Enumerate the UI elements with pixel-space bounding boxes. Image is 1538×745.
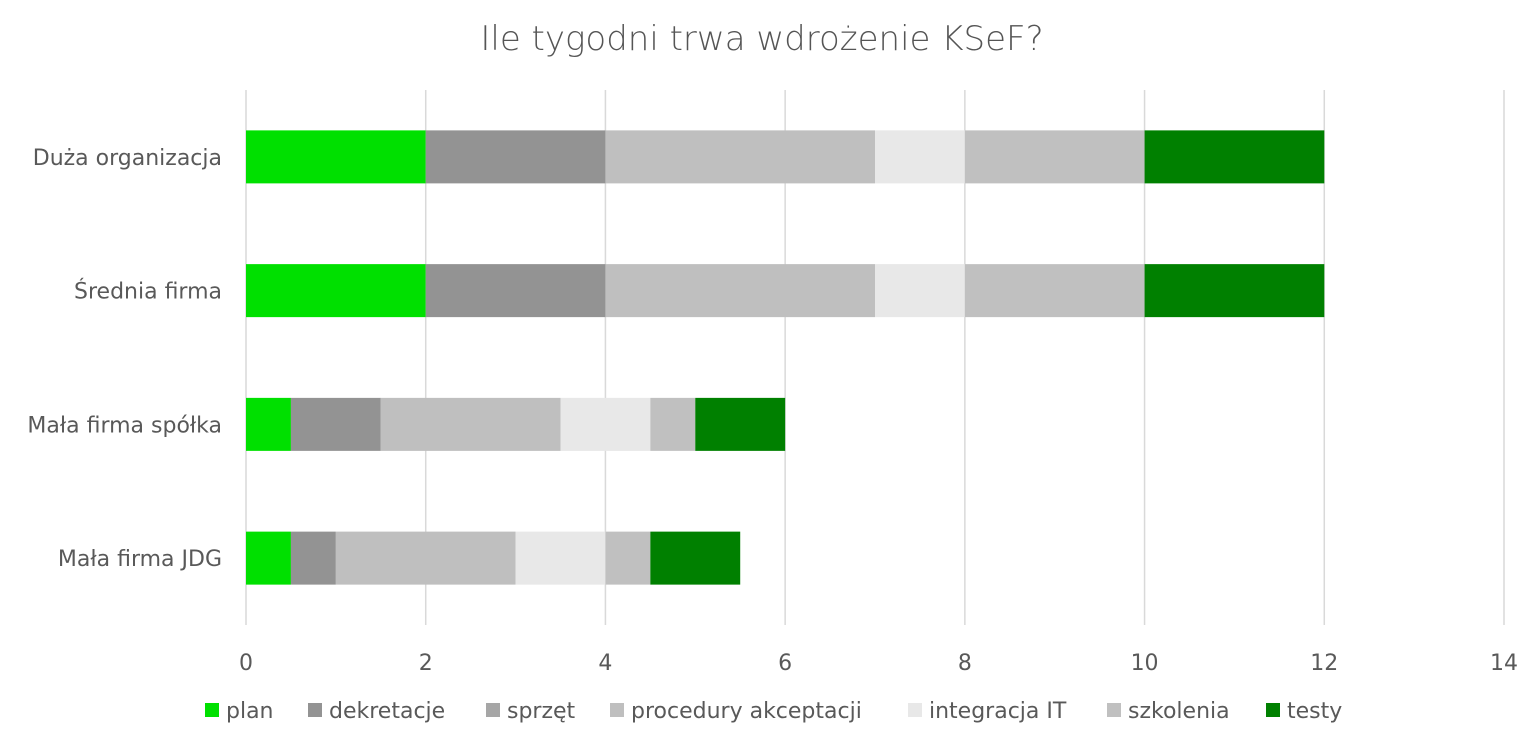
legend-label: plan: [226, 699, 274, 724]
bar-segment-dekretacje: [425, 130, 606, 184]
legend-swatch: [1107, 703, 1121, 717]
category-label: Mała firma JDG: [58, 547, 222, 572]
x-tick-label: 6: [778, 651, 792, 676]
category-label: Duża organizacja: [33, 146, 222, 171]
x-tick-label: 2: [419, 651, 433, 676]
x-axis-ticks: 0 2 4 6 8 10 12 14: [239, 651, 1518, 676]
legend-label: testy: [1287, 699, 1342, 724]
legend-label: sprzęt: [507, 699, 576, 724]
bar-segment-procedury-akceptacji: [605, 130, 875, 184]
legend-label: szkolenia: [1128, 699, 1230, 724]
x-tick-label: 10: [1131, 651, 1159, 676]
bar-segment-testy: [695, 397, 786, 451]
bar-segment-testy: [1144, 264, 1325, 318]
legend-swatch: [205, 703, 219, 717]
bar-segment-integracja-IT: [560, 397, 651, 451]
bar-segment-plan: [246, 264, 426, 318]
bar-segment-testy: [650, 531, 741, 585]
x-tick-label: 8: [958, 651, 972, 676]
x-tick-label: 4: [598, 651, 612, 676]
bars: [246, 130, 1325, 585]
bar-segment-dekretacje: [290, 531, 336, 585]
bar-segment-szkolenia: [964, 264, 1145, 318]
bar-segment-integracja-IT: [875, 264, 965, 318]
category-label: Średnia firma: [74, 279, 222, 305]
legend-swatch: [908, 703, 922, 717]
bar-segment-procedury-akceptacji: [605, 264, 875, 318]
bar-segment-plan: [246, 130, 426, 184]
category-labels: Duża organizacja Średnia firma Mała firma …: [27, 146, 222, 572]
bar-segment-procedury-akceptacji: [335, 531, 516, 585]
legend-label: procedury akceptacji: [631, 699, 862, 724]
bar-segment-szkolenia: [605, 531, 651, 585]
x-tick-label: 12: [1310, 651, 1338, 676]
bar-segment-testy: [1144, 130, 1325, 184]
bar-segment-szkolenia: [964, 130, 1145, 184]
bar-segment-dekretacje: [290, 397, 381, 451]
x-tick-label: 14: [1490, 651, 1518, 676]
legend-swatch: [610, 703, 624, 717]
bar-segment-integracja-IT: [515, 531, 606, 585]
bar-segment-plan: [246, 531, 291, 585]
bar-segment-dekretacje: [425, 264, 606, 318]
bar-segment-procedury-akceptacji: [380, 397, 561, 451]
legend-swatch: [1266, 703, 1280, 717]
bar-segment-plan: [246, 397, 291, 451]
legend-swatch: [308, 703, 322, 717]
x-tick-label: 0: [239, 651, 253, 676]
legend-label: integracja IT: [929, 699, 1067, 724]
bar-segment-integracja-IT: [875, 130, 965, 184]
legend: plan dekretacje sprzęt procedury akceptacji…: [205, 699, 1342, 724]
legend-swatch: [486, 703, 500, 717]
bar-segment-szkolenia: [650, 397, 696, 451]
category-label: Mała firma spółka: [27, 413, 222, 438]
legend-label: dekretacje: [329, 699, 445, 724]
chart-title: Ile tygodni trwa wdrożenie KSeF?: [480, 19, 1043, 59]
